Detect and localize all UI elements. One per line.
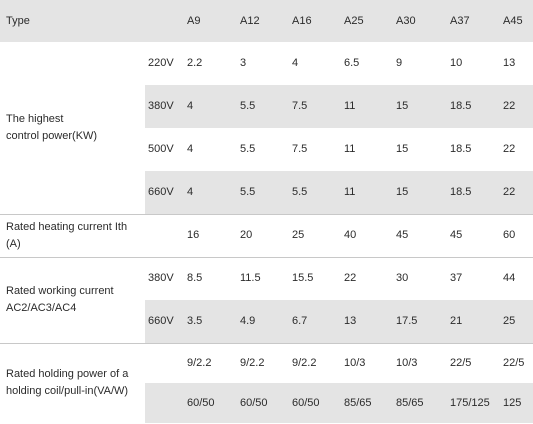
header-column: A25 bbox=[344, 14, 364, 27]
value-cell: 13 bbox=[344, 315, 357, 327]
value-cell: 22 bbox=[503, 100, 516, 112]
value-cell: 40 bbox=[344, 229, 357, 241]
value-cell: 15 bbox=[396, 186, 409, 198]
value-cell: 9 bbox=[396, 57, 403, 69]
value-cell: 45 bbox=[450, 229, 463, 241]
header-column: A16 bbox=[292, 14, 312, 27]
value-cell: 22 bbox=[503, 143, 516, 155]
value-cell: 11 bbox=[344, 143, 356, 155]
value-cell: 25 bbox=[503, 315, 516, 327]
group-separator bbox=[0, 214, 533, 215]
row-shade bbox=[145, 383, 533, 423]
value-cell: 22 bbox=[344, 272, 357, 284]
value-cell: 2.2 bbox=[187, 57, 203, 69]
row-group-label: Rated holding power of a holding coil/pu… bbox=[6, 368, 129, 397]
value-cell: 85/65 bbox=[396, 396, 424, 409]
header-label: Type bbox=[6, 14, 30, 27]
value-cell: 5.5 bbox=[240, 143, 256, 155]
value-cell: 44 bbox=[503, 272, 516, 284]
value-cell: 3 bbox=[240, 57, 247, 69]
row-group-label: Rated heating current Ith (A) bbox=[6, 220, 128, 250]
value-cell: 11 bbox=[344, 186, 356, 198]
header-column: A12 bbox=[240, 14, 260, 27]
value-cell: 9/2.2 bbox=[240, 356, 265, 369]
value-cell: 18.5 bbox=[450, 143, 472, 155]
value-cell: 60/50 bbox=[187, 396, 215, 409]
value-cell: 21 bbox=[450, 315, 463, 327]
value-cell: 22/5 bbox=[503, 356, 525, 369]
value-cell: 4.9 bbox=[240, 315, 256, 327]
value-cell: 30 bbox=[396, 272, 409, 284]
value-cell: 25 bbox=[292, 229, 305, 241]
voltage-label: 380V bbox=[148, 272, 174, 284]
group-separator bbox=[0, 257, 533, 258]
voltage-label: 660V bbox=[148, 186, 174, 198]
value-cell: 18.5 bbox=[450, 186, 472, 198]
value-cell: 45 bbox=[396, 229, 409, 241]
row-shade bbox=[145, 300, 533, 343]
value-cell: 10 bbox=[450, 57, 463, 69]
value-cell: 9/2.2 bbox=[187, 356, 212, 369]
value-cell: 11 bbox=[344, 100, 356, 112]
value-cell: 85/65 bbox=[344, 396, 372, 409]
voltage-label: 220V bbox=[148, 57, 174, 69]
header-column: A30 bbox=[396, 14, 416, 27]
value-cell: 10/3 bbox=[344, 356, 366, 369]
header-column: A9 bbox=[187, 14, 201, 27]
value-cell: 6.5 bbox=[344, 57, 360, 69]
value-cell: 10/3 bbox=[396, 356, 418, 369]
row-shade bbox=[145, 171, 533, 214]
group-separator bbox=[0, 343, 533, 344]
value-cell: 16 bbox=[187, 229, 200, 241]
value-cell: 60/50 bbox=[240, 396, 268, 409]
value-cell: 60/50 bbox=[292, 396, 320, 409]
value-cell: 22 bbox=[503, 186, 516, 198]
value-cell: 9/2.2 bbox=[292, 356, 317, 369]
row-shade bbox=[145, 85, 533, 128]
value-cell: 11.5 bbox=[240, 272, 261, 284]
row-group-label: Rated working current AC2/AC3/AC4 bbox=[6, 285, 114, 314]
voltage-label: 500V bbox=[148, 143, 174, 155]
value-cell: 7.5 bbox=[292, 100, 308, 112]
value-cell: 20 bbox=[240, 229, 253, 241]
voltage-label: 660V bbox=[148, 315, 174, 327]
value-cell: 15 bbox=[396, 100, 409, 112]
header-column: A45 bbox=[503, 14, 523, 27]
value-cell: 18.5 bbox=[450, 100, 472, 112]
value-cell: 22/5 bbox=[450, 356, 472, 369]
value-cell: 4 bbox=[187, 100, 194, 112]
row-group-label: The highest control power(KW) bbox=[6, 113, 98, 142]
value-cell: 5.5 bbox=[292, 186, 308, 198]
value-cell: 13 bbox=[503, 57, 516, 69]
value-cell: 125 bbox=[503, 396, 522, 409]
value-cell: 15 bbox=[396, 143, 409, 155]
value-cell: 8.5 bbox=[187, 272, 203, 284]
value-cell: 15.5 bbox=[292, 272, 314, 284]
value-cell: 60 bbox=[503, 229, 516, 241]
value-cell: 175/125 bbox=[450, 396, 490, 409]
header-background bbox=[0, 0, 533, 42]
value-cell: 37 bbox=[450, 272, 463, 284]
header-column: A37 bbox=[450, 14, 470, 27]
voltage-label: 380V bbox=[148, 100, 174, 112]
value-cell: 7.5 bbox=[292, 143, 308, 155]
value-cell: 4 bbox=[187, 186, 194, 198]
value-cell: 4 bbox=[292, 57, 299, 69]
value-cell: 6.7 bbox=[292, 315, 308, 327]
value-cell: 5.5 bbox=[240, 186, 256, 198]
value-cell: 4 bbox=[187, 143, 194, 155]
value-cell: 5.5 bbox=[240, 100, 256, 112]
value-cell: 3.5 bbox=[187, 315, 203, 327]
value-cell: 17.5 bbox=[396, 315, 418, 327]
